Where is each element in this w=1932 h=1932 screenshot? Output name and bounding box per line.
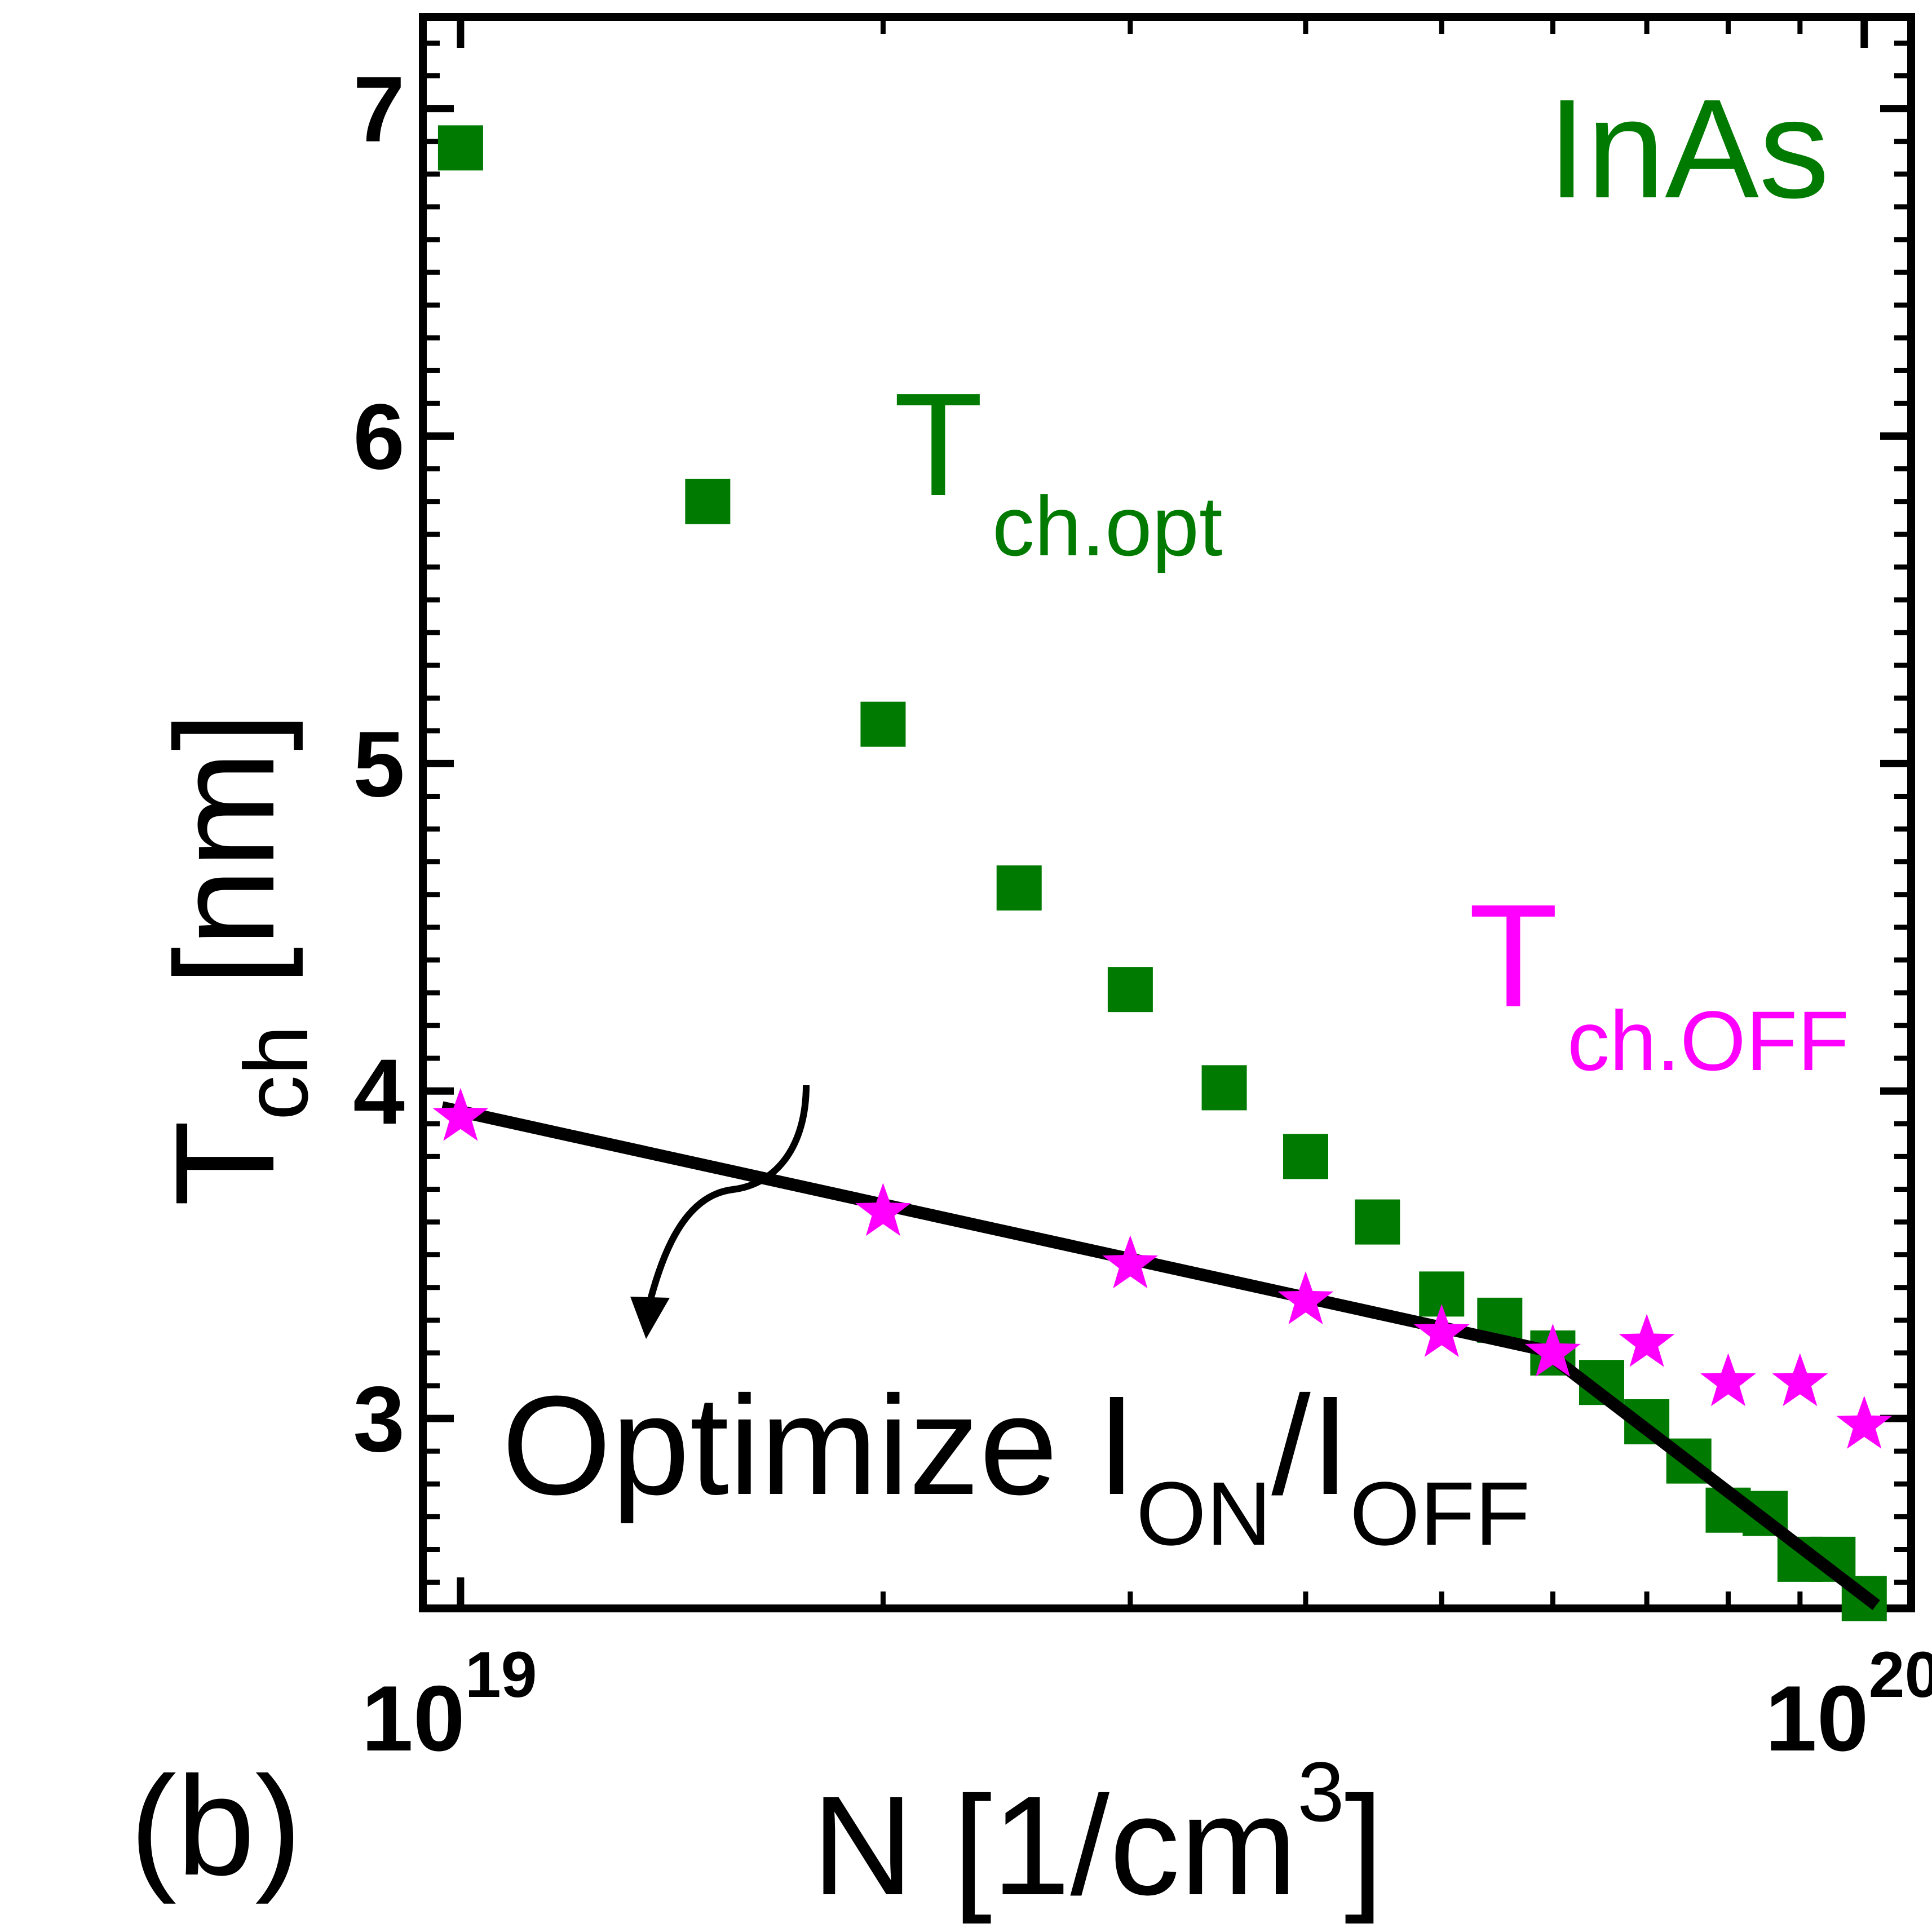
annotation-arrow xyxy=(645,1085,810,1309)
off-star-point xyxy=(855,1183,911,1236)
series-off-label-main: T xyxy=(1469,874,1558,1038)
y-tick-label: 5 xyxy=(353,712,405,816)
series-off-label-sub: ch.OFF xyxy=(1567,993,1849,1088)
opt-square-point xyxy=(1355,1199,1400,1245)
opt-square-point xyxy=(860,701,906,747)
y-tick-label: 7 xyxy=(353,58,405,161)
annotation-arrowhead xyxy=(630,1297,670,1339)
x-tick-labels: 1019 1020 xyxy=(361,1639,1932,1770)
opt-square-point xyxy=(1201,1065,1247,1111)
annotation-text-sub1: ON xyxy=(1136,1463,1271,1564)
annotation-text: Optimize ION/IOFF xyxy=(502,1367,1530,1564)
off-star-point xyxy=(432,1087,489,1141)
annotation-text-sub2: OFF xyxy=(1350,1463,1530,1564)
off-star-point xyxy=(1524,1323,1581,1377)
series-off-stars xyxy=(432,1087,1893,1449)
off-star-point xyxy=(1277,1271,1334,1325)
annotation-text-slash: /I xyxy=(1271,1367,1350,1524)
off-star-point xyxy=(1772,1353,1828,1407)
opt-square-point xyxy=(437,125,483,171)
y-tick-label: 4 xyxy=(353,1040,405,1143)
y-axis-label-sub: ch xyxy=(226,1025,326,1120)
x-axis-label-tail: ] xyxy=(1345,1767,1383,1924)
x-tick-label: 1020 xyxy=(1765,1639,1932,1770)
x-axis-label: N [1/cm3] xyxy=(812,1744,1383,1924)
opt-square-point xyxy=(996,865,1042,911)
plot-frame xyxy=(419,13,1915,1612)
y-axis-label-tail: [nm] xyxy=(146,712,303,1025)
y-axis-label-group: Tch [nm] xyxy=(146,712,326,1206)
opt-square-point xyxy=(685,479,731,524)
y-axis-label: Tch [nm] xyxy=(146,712,326,1206)
off-star-point xyxy=(1836,1395,1893,1449)
off-star-point xyxy=(1413,1304,1470,1358)
material-label: InAs xyxy=(1548,70,1829,227)
annotation-text-main: Optimize I xyxy=(502,1367,1136,1524)
y-tick-label: 6 xyxy=(353,385,405,489)
off-star-point xyxy=(1619,1314,1675,1367)
x-axis-label-sup: 3 xyxy=(1297,1744,1344,1839)
series-opt-label-main: T xyxy=(894,363,983,527)
opt-square-point xyxy=(1107,967,1153,1013)
series-opt-label-sub: ch.opt xyxy=(992,479,1223,573)
off-star-point xyxy=(1700,1353,1756,1407)
off-star-point xyxy=(1102,1235,1159,1289)
y-tick-labels: 3 4 5 6 7 xyxy=(353,58,405,1471)
series-off-label: T ch.OFF xyxy=(1469,874,1849,1088)
x-tick-label: 1019 xyxy=(361,1639,537,1770)
opt-square-point xyxy=(1283,1134,1328,1179)
y-tick-label: 3 xyxy=(353,1367,405,1471)
y-axis-label-main: T xyxy=(146,1120,303,1206)
x-axis-label-main: N [1/cm xyxy=(812,1767,1297,1924)
series-opt-label: T ch.opt xyxy=(894,363,1223,573)
panel-label: (b) xyxy=(130,1747,302,1904)
